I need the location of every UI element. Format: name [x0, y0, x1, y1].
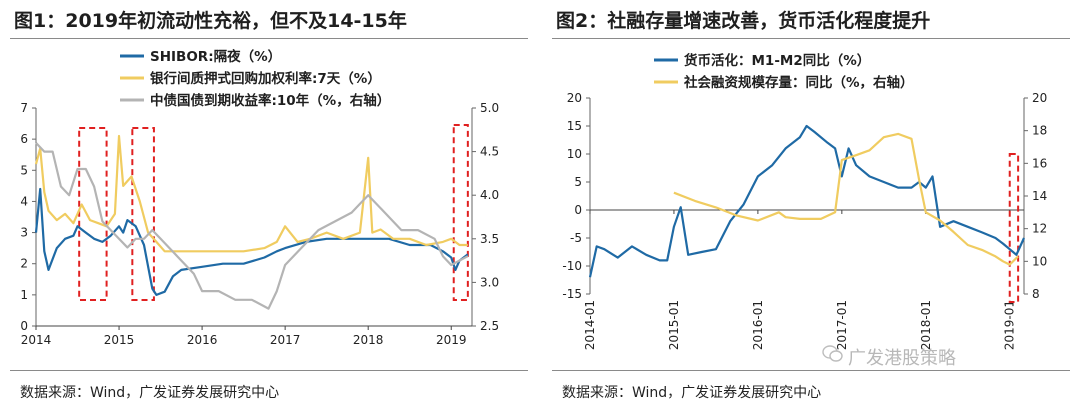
- x-tick-label: 2016: [187, 333, 218, 347]
- x-tick-label: 2019-01: [1003, 300, 1017, 350]
- source-rule: [552, 370, 1070, 371]
- series-line: [588, 124, 1026, 278]
- x-tick-label: 2014-01: [583, 300, 597, 350]
- series-line: [34, 187, 469, 296]
- y-right-tick-label: 12: [1032, 222, 1047, 236]
- highlight-box: [452, 124, 469, 301]
- chart-title: 图2：社融存量增速改善，货币活化程度提升: [556, 10, 931, 32]
- x-tick-label: 2018-01: [919, 300, 933, 350]
- series-line: [34, 134, 468, 253]
- x-tick-label: 2015: [104, 333, 135, 347]
- series-line: [673, 132, 1019, 266]
- y-right-tick-label: 2.5: [480, 319, 499, 333]
- y-left-tick-label: 15: [567, 119, 582, 133]
- series-line: [35, 142, 469, 310]
- y-left-tick-label: -10: [562, 259, 582, 273]
- y-left-tick-label: 0: [574, 203, 582, 217]
- y-left-tick-label: 3: [20, 226, 28, 240]
- y-left-tick-label: -15: [562, 287, 582, 301]
- legend-label: 银行间质押式回购加权利率:7天（%）: [150, 70, 381, 87]
- y-left-tick-label: -5: [570, 231, 582, 245]
- y-left-tick-label: 7: [20, 101, 28, 115]
- x-tick-label: 2017-01: [835, 300, 849, 350]
- data-source: 数据来源：Wind，广发证券发展研究中心: [20, 385, 280, 401]
- y-left-tick-label: 10: [567, 147, 582, 161]
- y-right-tick-label: 10: [1032, 254, 1047, 268]
- y-right-tick-label: 3.0: [480, 275, 499, 289]
- y-right-tick-label: 3.5: [480, 232, 499, 246]
- x-tick-label: 2016-01: [751, 300, 765, 350]
- y-right-tick-label: 16: [1032, 156, 1047, 170]
- x-tick-label: 2019: [436, 333, 467, 347]
- legend-label: 社会融资规模存量：同比（%，右轴）: [683, 74, 914, 91]
- x-tick-label: 2018: [353, 333, 384, 347]
- y-left-tick-label: 5: [20, 163, 28, 177]
- y-right-tick-label: 14: [1032, 189, 1047, 203]
- chart-2: -15 -10 -5 0 5 10 15 20 8 10 12 14 16 18 20 2014-01 2015…: [562, 52, 1047, 350]
- source-rule: [10, 370, 528, 371]
- wechat-icon: [822, 345, 843, 362]
- y-right-tick-label: 4.0: [480, 188, 499, 202]
- y-right-tick-label: 18: [1032, 124, 1047, 138]
- y-right-tick-label: 20: [1032, 91, 1047, 105]
- data-source: 数据来源：Wind，广发证券发展研究中心: [562, 385, 822, 401]
- y-left-tick-label: 4: [20, 194, 28, 208]
- y-right-tick-label: 5.0: [480, 101, 499, 115]
- y-left-tick-label: 2: [20, 257, 28, 271]
- y-left-tick-label: 1: [20, 288, 28, 302]
- y-left-tick-label: 20: [567, 91, 582, 105]
- legend-label: SHIBOR:隔夜（%）: [150, 48, 281, 65]
- y-left-tick-label: 6: [20, 132, 28, 146]
- chart-1: 0 1 2 3 4 5 6 7 2.5 3.0 3.5 4.0 4.5 5.0 2014 2015 2016 20…: [20, 48, 499, 347]
- highlight-box: [78, 127, 108, 301]
- x-tick-label: 2017: [270, 333, 301, 347]
- x-tick-label: 2015-01: [667, 300, 681, 350]
- y-left-tick-label: 0: [20, 319, 28, 333]
- title-rule: [552, 38, 1070, 39]
- chart-panel-2: 图2：社融存量增速改善，货币活化程度提升 -15 -10 -5 0 5 10 15 20 8 10…: [542, 0, 1080, 410]
- legend-label: 货币活化：M1-M2同比（%）: [683, 52, 870, 69]
- title-rule: [10, 38, 528, 39]
- legend-label: 中债国债到期收益率:10年（%，右轴）: [150, 92, 390, 109]
- x-tick-label: 2014: [21, 333, 52, 347]
- chart-panel-1: 图1：2019年初流动性充裕，但不及14-15年 0 1 2 3 4 5 6 7 2.5 3.0 3…: [0, 0, 538, 410]
- highlight-box: [131, 127, 155, 301]
- highlight-box: [1008, 153, 1020, 303]
- chart-title: 图1：2019年初流动性充裕，但不及14-15年: [14, 10, 407, 32]
- y-right-tick-label: 4.5: [480, 145, 499, 159]
- watermark: 广发港股策略: [848, 348, 956, 369]
- y-right-tick-label: 8: [1032, 287, 1040, 301]
- y-left-tick-label: 5: [574, 175, 582, 189]
